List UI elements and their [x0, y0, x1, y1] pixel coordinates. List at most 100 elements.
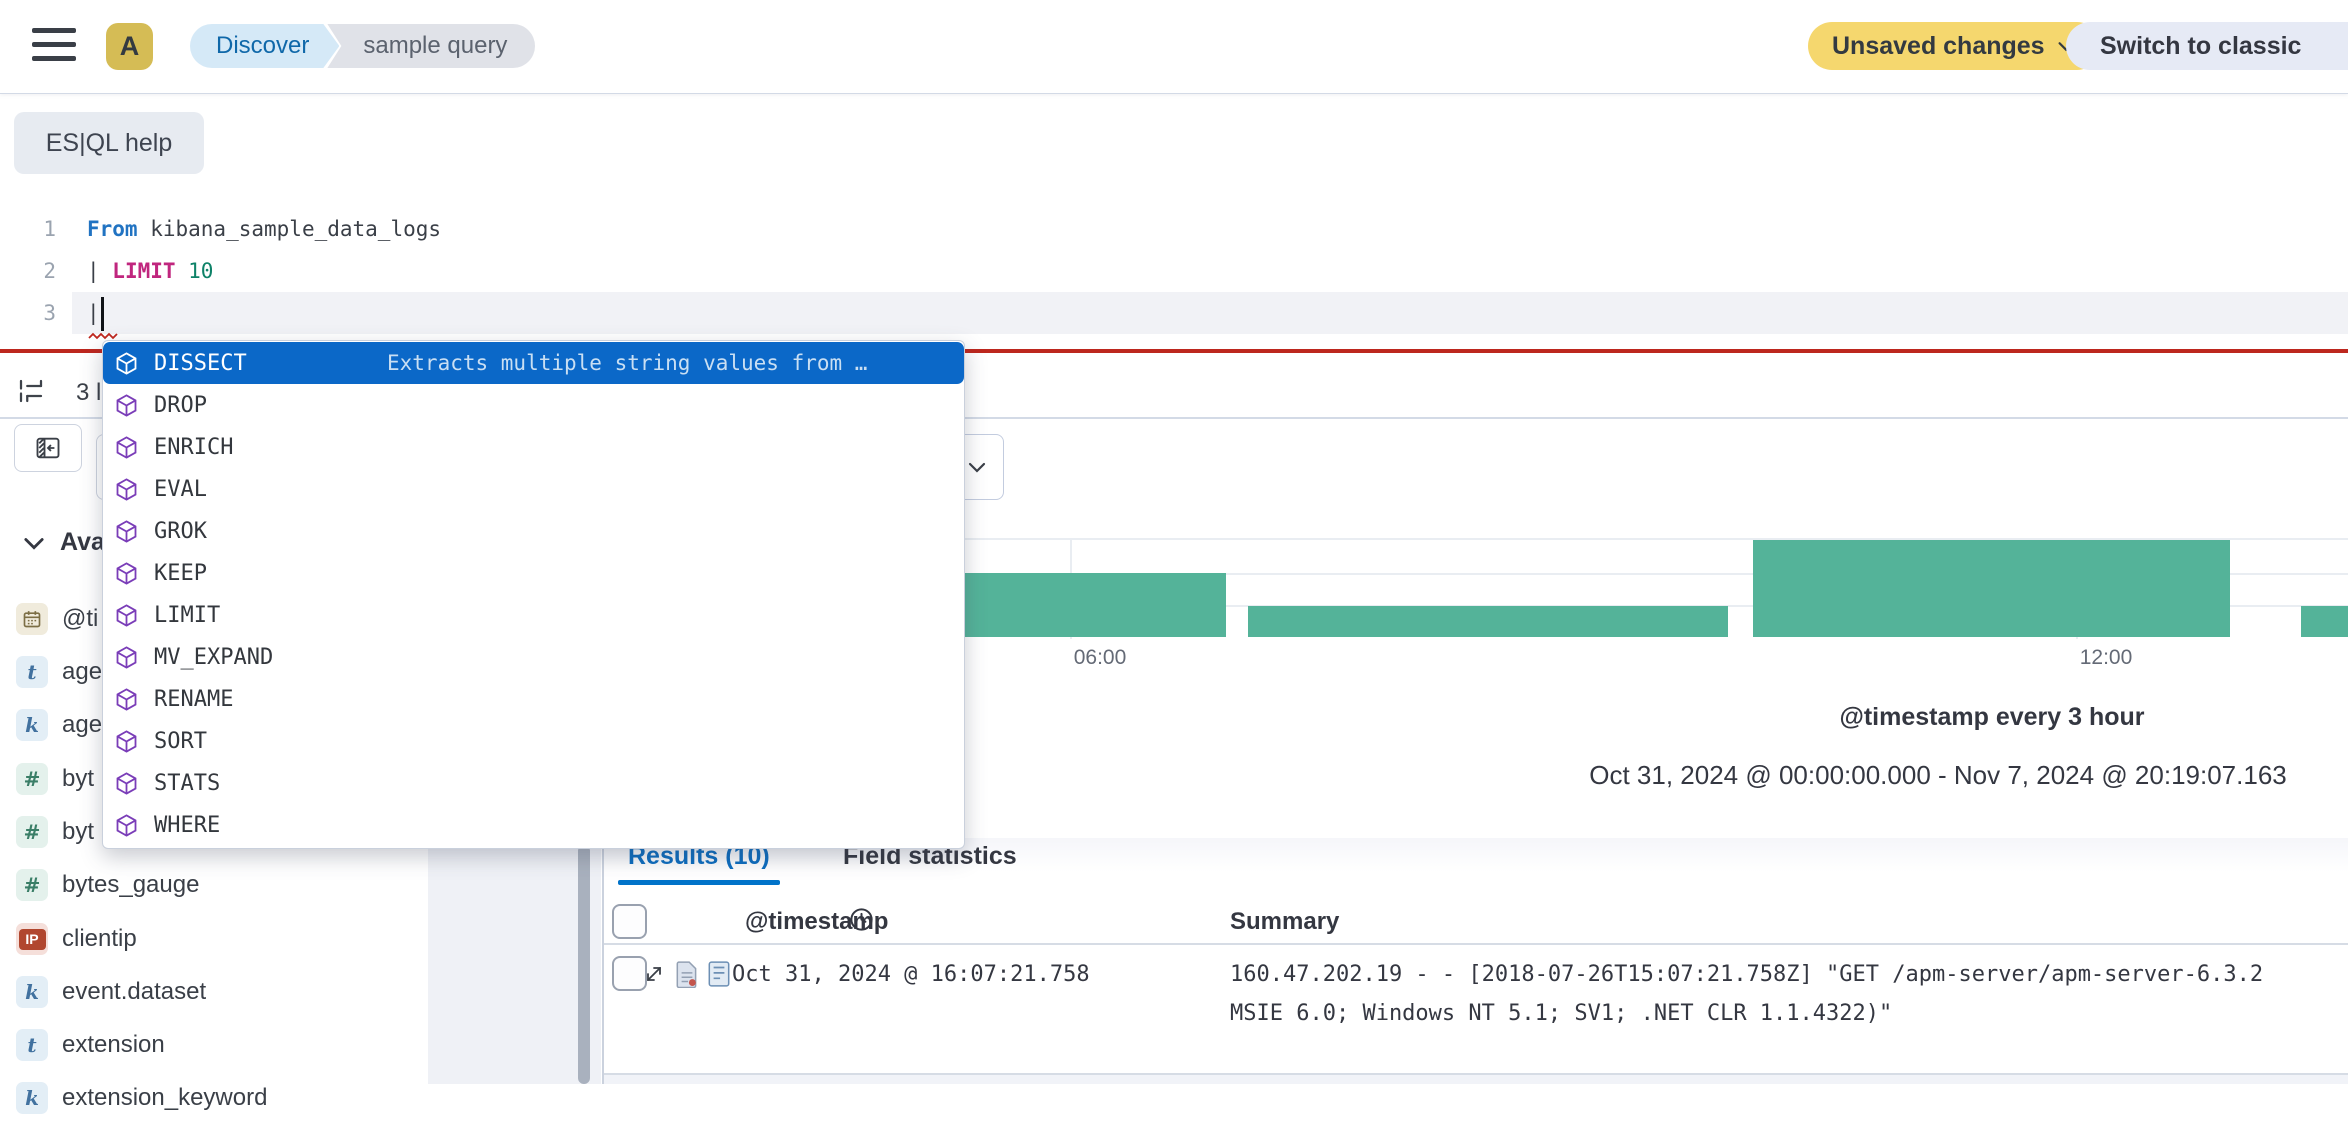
autocomplete-item[interactable]: WHERE	[103, 804, 964, 846]
breadcrumb: Discover sample query	[190, 24, 536, 68]
editor-line-3[interactable]: 3 |	[0, 292, 2348, 334]
top-navigation-bar: A Discover sample query Unsaved changes …	[0, 0, 2348, 94]
gridline	[604, 605, 2348, 607]
table-row-border	[604, 1073, 2348, 1075]
degraded-doc-icon[interactable]	[674, 960, 700, 988]
editor-line-2[interactable]: 2 | LIMIT 10	[0, 250, 2348, 292]
ip-type-icon: IP	[16, 923, 48, 955]
command-cube-icon	[116, 519, 137, 543]
breadcrumb-discover[interactable]: Discover	[190, 24, 339, 68]
table-header-border	[604, 943, 2348, 945]
panel-gutter	[428, 836, 601, 1084]
autocomplete-item[interactable]: MV_EXPAND	[103, 636, 964, 678]
field-item-event-dataset[interactable]: k event.dataset	[0, 968, 428, 1016]
unsaved-changes-button[interactable]: Unsaved changes	[1808, 22, 2101, 70]
keyword-type-icon: k	[16, 709, 48, 741]
histogram-bar[interactable]	[1248, 606, 1728, 637]
line-number: 1	[43, 217, 56, 241]
number-type-icon: #	[16, 869, 48, 901]
code-token-source: kibana_sample_data_logs	[137, 217, 442, 241]
esql-feedback-icon[interactable]	[16, 376, 46, 406]
x-axis-tick: 12:00	[2079, 646, 2133, 669]
autocomplete-item[interactable]: LIMIT	[103, 594, 964, 636]
cell-summary-line1: 160.47.202.19 - - [2018-07-26T15:07:21.7…	[1230, 962, 2264, 987]
command-cube-icon	[116, 813, 137, 837]
command-cube-icon	[116, 603, 137, 627]
next-row-edge	[604, 1075, 2348, 1084]
date-field-icon	[16, 603, 48, 635]
menu-icon[interactable]	[32, 28, 76, 66]
text-cursor	[101, 297, 104, 331]
autocomplete-item[interactable]: GROK	[103, 510, 964, 552]
keyword-type-icon: k	[16, 976, 48, 1008]
autocomplete-item[interactable]: ENRICH	[103, 426, 964, 468]
autocomplete-hint: Extracts multiple string values from …	[387, 351, 868, 375]
code-token-keyword: From	[87, 217, 138, 241]
number-type-icon: #	[16, 816, 48, 848]
error-divider	[0, 349, 2348, 353]
chevron-down-icon	[968, 462, 986, 473]
field-item-timestamp[interactable]: @ti	[0, 595, 428, 643]
cell-summary-line2: MSIE 6.0; Windows NT 5.1; SV1; .NET CLR …	[1230, 1001, 1893, 1026]
number-type-icon: #	[16, 763, 48, 795]
editor-line-1[interactable]: 1 From kibana_sample_data_logs	[0, 208, 2348, 250]
esql-help-label: ES|QL help	[45, 128, 173, 157]
cell-timestamp: Oct 31, 2024 @ 16:07:21.758	[732, 962, 1090, 987]
histogram-bar[interactable]	[1753, 540, 2230, 637]
row-checkbox[interactable]	[612, 956, 647, 991]
switch-to-classic-button[interactable]: Switch to classic	[2066, 22, 2348, 70]
line-number: 2	[43, 259, 56, 283]
line-number: 3	[43, 301, 56, 325]
command-cube-icon	[116, 351, 137, 375]
code-token-command: LIMIT	[112, 259, 176, 283]
autocomplete-item-dissect[interactable]: DISSECT Extracts multiple string values …	[103, 342, 964, 384]
code-token-number: 10	[175, 259, 214, 283]
section-divider	[0, 417, 2348, 419]
command-cube-icon	[116, 393, 137, 417]
x-axis-tick: 06:00	[1073, 646, 1127, 669]
field-item[interactable]: t age	[0, 648, 428, 696]
select-all-checkbox[interactable]	[612, 904, 647, 939]
command-cube-icon	[116, 561, 137, 585]
field-item-extension[interactable]: t extension	[0, 1021, 428, 1069]
keyword-type-icon: k	[16, 1082, 48, 1114]
collapse-sidebar-button[interactable]	[14, 424, 82, 472]
autocomplete-item[interactable]: KEEP	[103, 552, 964, 594]
column-header-summary[interactable]: Summary	[1230, 908, 1340, 935]
collapse-left-icon	[36, 437, 60, 459]
field-item[interactable]: # byt	[0, 808, 428, 856]
field-item-bytes-gauge[interactable]: # bytes_gauge	[0, 861, 428, 909]
breadcrumb-sample-query[interactable]: sample query	[327, 24, 536, 68]
code-token-pipe: |	[87, 259, 113, 283]
gridline	[604, 573, 2348, 575]
space-avatar[interactable]: A	[106, 23, 153, 70]
histogram-bar[interactable]	[2301, 606, 2348, 637]
chevron-down-icon[interactable]	[20, 529, 48, 557]
chart-time-range: Oct 31, 2024 @ 00:00:00.000 - Nov 7, 202…	[1589, 760, 2287, 790]
editor-current-line-highlight	[72, 292, 2348, 334]
field-item[interactable]: # byt	[0, 755, 428, 803]
autocomplete-item[interactable]: EVAL	[103, 468, 964, 510]
command-cube-icon	[116, 645, 137, 669]
active-tab-underline	[618, 880, 780, 885]
autocomplete-item[interactable]: RENAME	[103, 678, 964, 720]
field-item[interactable]: k age	[0, 701, 428, 749]
sidebar-scrollbar[interactable]	[578, 845, 590, 1084]
command-cube-icon	[116, 771, 137, 795]
autocomplete-item[interactable]: STATS	[103, 762, 964, 804]
command-cube-icon	[116, 435, 137, 459]
code-token-pipe: |	[87, 301, 100, 325]
command-cube-icon	[116, 729, 137, 753]
field-item-clientip[interactable]: IP clientip	[0, 915, 428, 963]
gridline	[604, 538, 2348, 540]
expand-row-icon[interactable]	[642, 962, 666, 986]
autocomplete-item[interactable]: SORT	[103, 720, 964, 762]
field-item-extension-keyword[interactable]: k extension_keyword	[0, 1074, 428, 1122]
text-type-icon: t	[16, 656, 48, 688]
doc-viewer-icon[interactable]	[706, 960, 732, 988]
chart-title: @timestamp every 3 hour	[1839, 703, 2145, 731]
esql-help-button[interactable]: ES|QL help	[14, 112, 204, 174]
clock-icon	[850, 908, 873, 931]
autocomplete-popup: DISSECT Extracts multiple string values …	[102, 340, 965, 849]
autocomplete-item[interactable]: DROP	[103, 384, 964, 426]
